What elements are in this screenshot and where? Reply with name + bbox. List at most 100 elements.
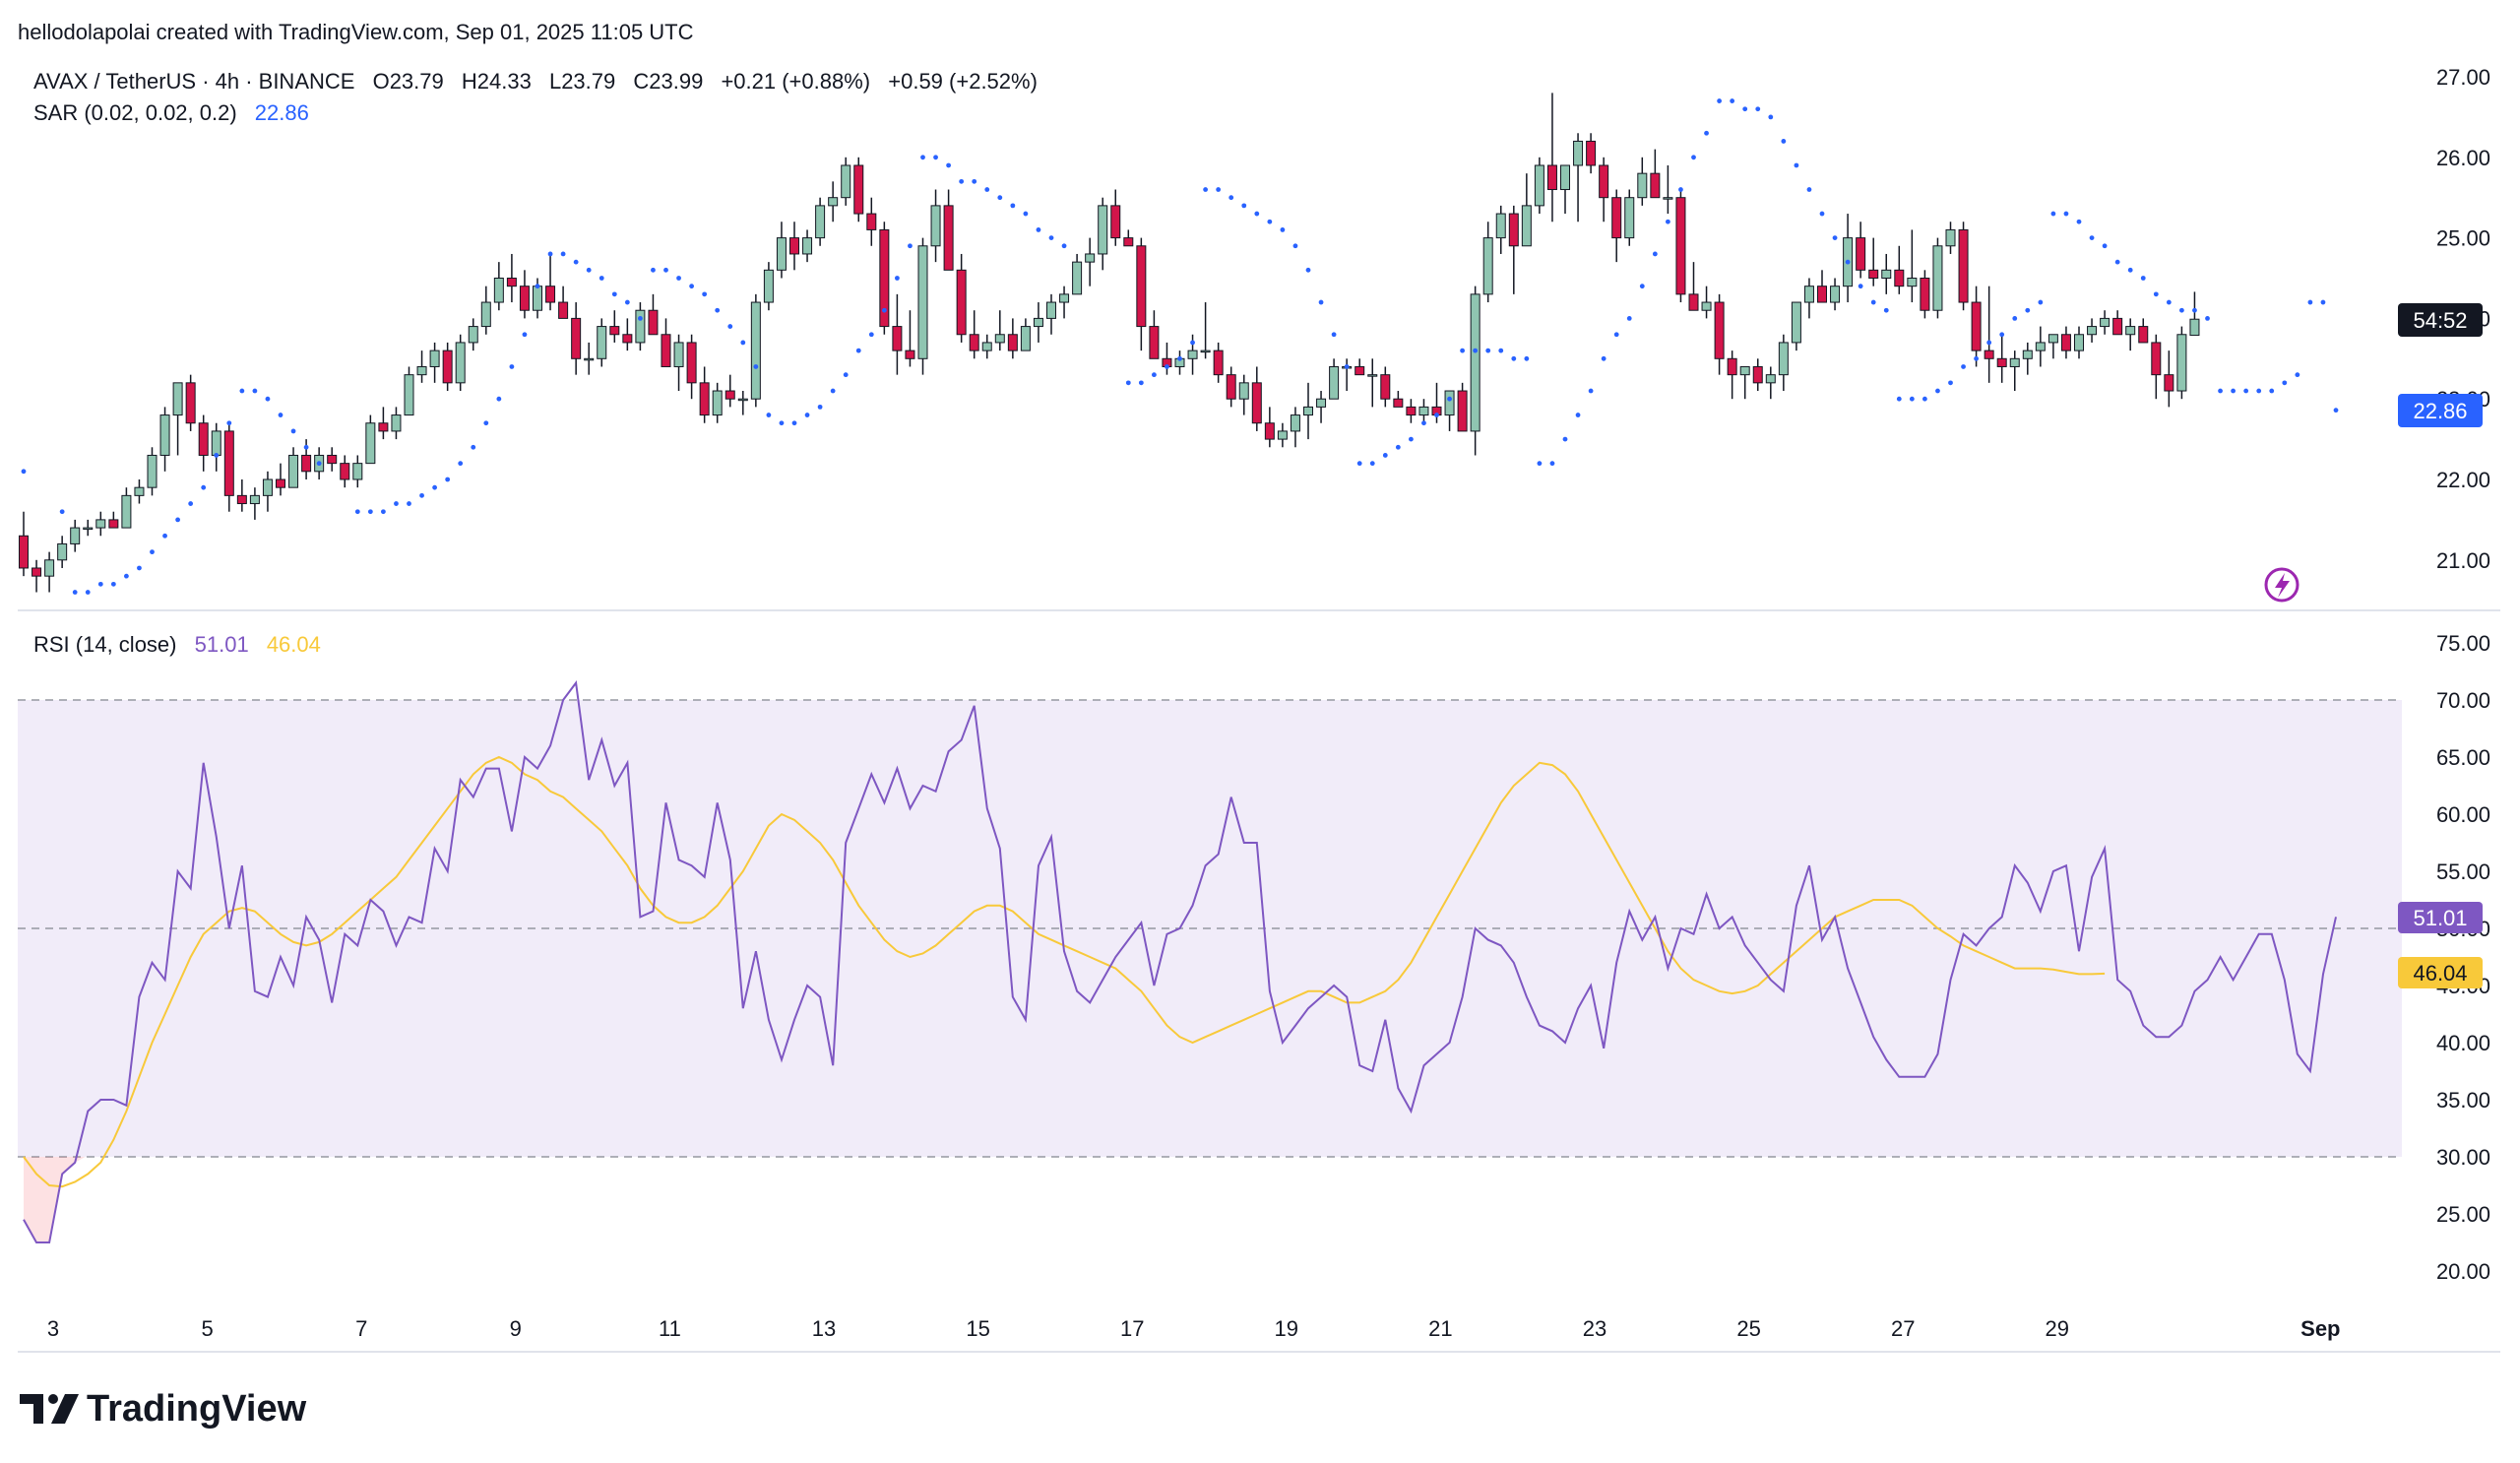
sar-dot [2140, 276, 2146, 281]
candle-down [969, 334, 979, 351]
sar-dot [367, 509, 373, 515]
rsi-pane[interactable] [18, 680, 2402, 1243]
candle-up [147, 454, 158, 488]
sar-dot [2295, 372, 2300, 378]
sar-dot [1806, 187, 1812, 192]
candle-down [340, 463, 350, 480]
candle-up [70, 527, 81, 544]
rsi-badge-text: 51.01 [2413, 906, 2467, 930]
candle-up [673, 342, 684, 367]
sar-dot [354, 509, 360, 515]
candle-up [455, 342, 466, 384]
sar-dot [2192, 307, 2197, 313]
candle-down [956, 269, 967, 336]
time-axis[interactable]: 3 5 7 9 11 13 15 17 19 21 23 25 27 29 Sep [47, 1316, 2341, 1341]
sar-dot [290, 428, 296, 434]
sar-dot [1845, 259, 1851, 265]
time-tick-label: 23 [1583, 1316, 1606, 1341]
candlestick-series [19, 93, 2200, 593]
candle-down [1714, 301, 1725, 359]
price-tick-label: 26.00 [2436, 146, 2490, 170]
ohlc-close: C23.99 [633, 69, 703, 94]
rsi-ma-value-badge: 46.04 [2398, 957, 2483, 988]
sar-dot [1498, 348, 1504, 353]
candle-up [1778, 342, 1789, 376]
sar-dot [1190, 340, 1195, 346]
rsi-axis[interactable]: 75.0070.0065.0060.0055.0050.0045.0040.00… [2436, 631, 2490, 1284]
rsi-legend[interactable]: RSI (14, close) 51.01 46.04 [33, 632, 321, 657]
candle-up [493, 278, 504, 303]
tradingview-wordmark[interactable]: TradingView [87, 1388, 307, 1430]
candle-down [1393, 398, 1404, 408]
candle-up [1367, 374, 1378, 377]
sar-dot [1588, 388, 1594, 394]
time-tick-label: Sep [2300, 1316, 2340, 1341]
candle-up [841, 164, 851, 199]
candle-down [1264, 422, 1275, 440]
sar-dot [1549, 461, 1555, 467]
candle-up [1329, 365, 1340, 400]
sar-dot [1460, 348, 1465, 353]
candle-up [288, 454, 299, 488]
sar-dot [432, 484, 437, 490]
sar-dot [1666, 219, 1670, 224]
price-tick-label: 25.00 [2436, 226, 2490, 251]
time-tick-label: 19 [1275, 1316, 1298, 1341]
candle-down [1675, 197, 1686, 295]
candle-down [686, 342, 697, 384]
candle-down [1406, 406, 1417, 416]
rsi-tick-label: 75.00 [2436, 631, 2490, 656]
tradingview-logo-icon[interactable] [20, 1394, 79, 1424]
candle-down [558, 301, 569, 319]
candle-up [712, 390, 723, 416]
sar-dot [791, 420, 797, 426]
sar-dot [1742, 106, 1748, 112]
rsi-tick-label: 60.00 [2436, 802, 2490, 827]
candle-down [699, 382, 710, 416]
sar-value: 22.86 [255, 100, 309, 125]
candle-down [648, 309, 659, 336]
candle-down [301, 454, 312, 473]
sar-dot [611, 291, 617, 297]
candle-up [1187, 350, 1198, 359]
candle-down [905, 350, 915, 359]
flash-icon[interactable] [2264, 567, 2300, 603]
candle-down [236, 494, 247, 505]
sar-dot [727, 324, 733, 329]
symbol-legend[interactable]: AVAX / TetherUS · 4h · BINANCE O23.79 H2… [33, 69, 1038, 94]
sar-dot [21, 469, 27, 475]
sar-dot [1138, 380, 1144, 386]
sar-dot [1717, 98, 1722, 103]
sar-dot [150, 549, 155, 555]
candle-down [661, 334, 671, 367]
candle-up [1072, 261, 1083, 295]
candle-up [416, 365, 427, 376]
sar-dot [2205, 316, 2210, 321]
sar-dot [1768, 114, 1774, 120]
sar-dot [946, 162, 951, 168]
sar-dot [1369, 461, 1375, 467]
sar-dot [59, 509, 65, 515]
sar-dot [663, 267, 668, 273]
candle-down [1971, 301, 1982, 351]
sar-legend[interactable]: SAR (0.02, 0.02, 0.2) 22.86 [33, 100, 309, 125]
price-pane[interactable] [18, 53, 2402, 610]
candle-up [584, 357, 595, 361]
sar-dot [2050, 211, 2056, 217]
sar-dot [676, 276, 681, 281]
sar-dot [1909, 396, 1915, 402]
sar-dot [2038, 299, 2044, 305]
candle-down [1251, 382, 1262, 424]
sar-dot [188, 501, 194, 506]
candle-up [1765, 374, 1776, 384]
candle-down [1354, 365, 1365, 376]
candle-up [2022, 350, 2033, 359]
sar-dot [1267, 219, 1273, 224]
candle-down [19, 535, 29, 569]
sar-dot [72, 590, 78, 595]
sar-dot [1678, 187, 1683, 192]
sar-dot [1447, 396, 1452, 402]
candle-up [2048, 334, 2058, 344]
sar-dot [1165, 364, 1169, 369]
candle-up [1098, 205, 1108, 255]
